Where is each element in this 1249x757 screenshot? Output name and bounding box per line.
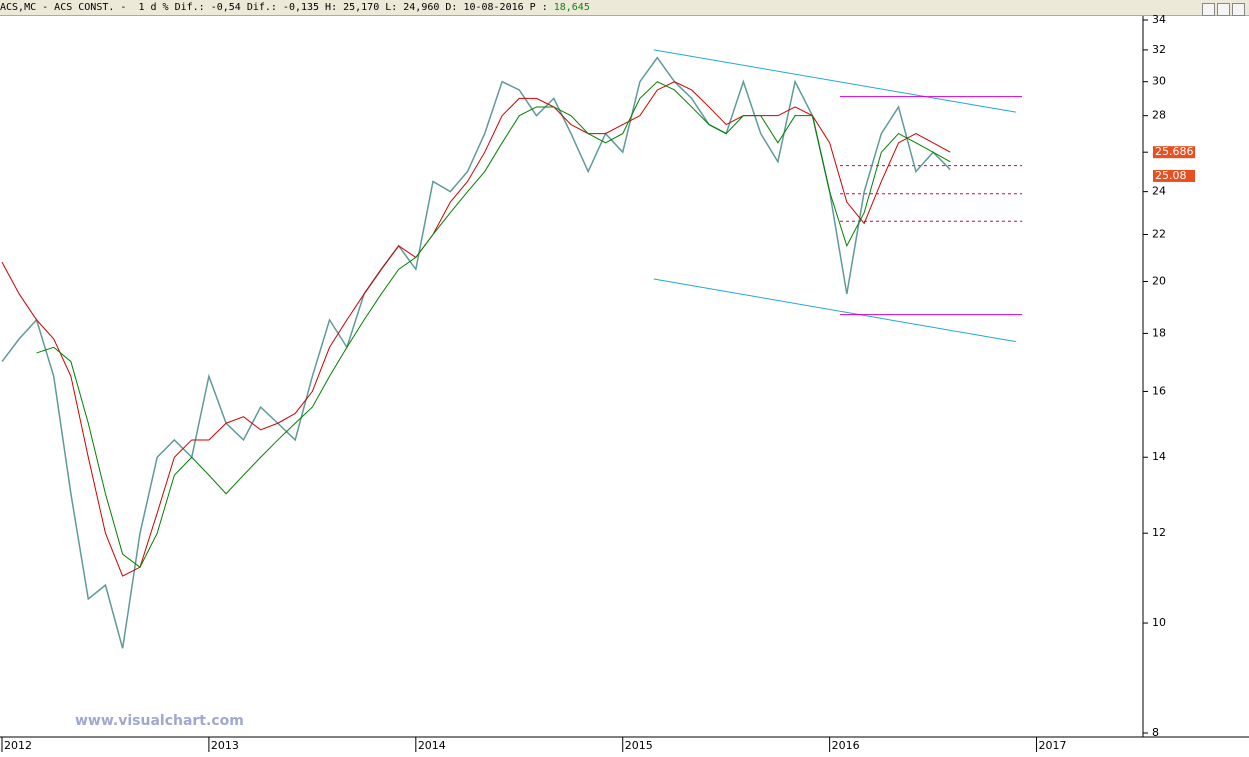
x-tick-label: 2016: [832, 739, 860, 752]
close-button[interactable]: [1232, 3, 1245, 16]
window-buttons: [1200, 1, 1245, 20]
x-tick-label: 2013: [211, 739, 239, 752]
header-field: P :: [529, 2, 548, 13]
series-line: [1, 81, 951, 577]
series-line: [36, 81, 951, 568]
y-tick-label: 12: [1152, 526, 1166, 539]
y-tick-label: 20: [1152, 274, 1166, 287]
y-tick-label: 16: [1152, 384, 1166, 397]
y-tick-label: 24: [1152, 185, 1166, 198]
y-tick-label: 32: [1152, 43, 1166, 56]
minimize-button[interactable]: [1202, 3, 1215, 16]
trend-line: [653, 49, 1016, 113]
price-marker: [1153, 169, 1195, 182]
header-field: -0,54: [210, 2, 241, 13]
price-marker-label: 25.08: [1155, 169, 1187, 182]
header-field: ACS,MC - ACS CONST. - 1 d % Dif.:: [0, 2, 205, 13]
header-field: -0,135: [282, 2, 320, 13]
series-line: [1, 56, 951, 649]
header-bar: ACS,MC - ACS CONST. - 1 d % Dif.: -0,54 Di…: [0, 0, 1249, 16]
price-marker: [1153, 146, 1195, 159]
watermark: www.visualchart.com: [75, 713, 244, 729]
x-tick-label: 2014: [418, 739, 446, 752]
y-tick-label: 14: [1152, 450, 1166, 463]
y-tick-label: 34: [1152, 13, 1166, 26]
x-tick-label: 2015: [625, 739, 653, 752]
maximize-button[interactable]: [1217, 3, 1230, 16]
header-field: 18,645: [553, 2, 590, 13]
x-tick-label: 2017: [1039, 739, 1067, 752]
y-tick-label: 28: [1152, 109, 1166, 122]
header-field: D:: [445, 2, 458, 13]
header-field: 25,170: [343, 2, 380, 13]
header-field: Dif.:: [246, 2, 277, 13]
y-tick-label: 8: [1152, 726, 1159, 739]
header-field: 10-08-2016: [463, 2, 524, 13]
y-tick-label: 18: [1152, 326, 1166, 339]
price-marker-label: 25.686: [1155, 145, 1194, 158]
y-tick-label: 22: [1152, 228, 1166, 241]
header-field: 24,960: [403, 2, 440, 13]
trend-line: [653, 278, 1016, 343]
header-field: H:: [325, 2, 338, 13]
y-tick-label: 10: [1152, 616, 1166, 629]
x-tick-label: 2012: [4, 739, 32, 752]
header-field: L:: [385, 2, 398, 13]
y-tick-label: 30: [1152, 75, 1166, 88]
